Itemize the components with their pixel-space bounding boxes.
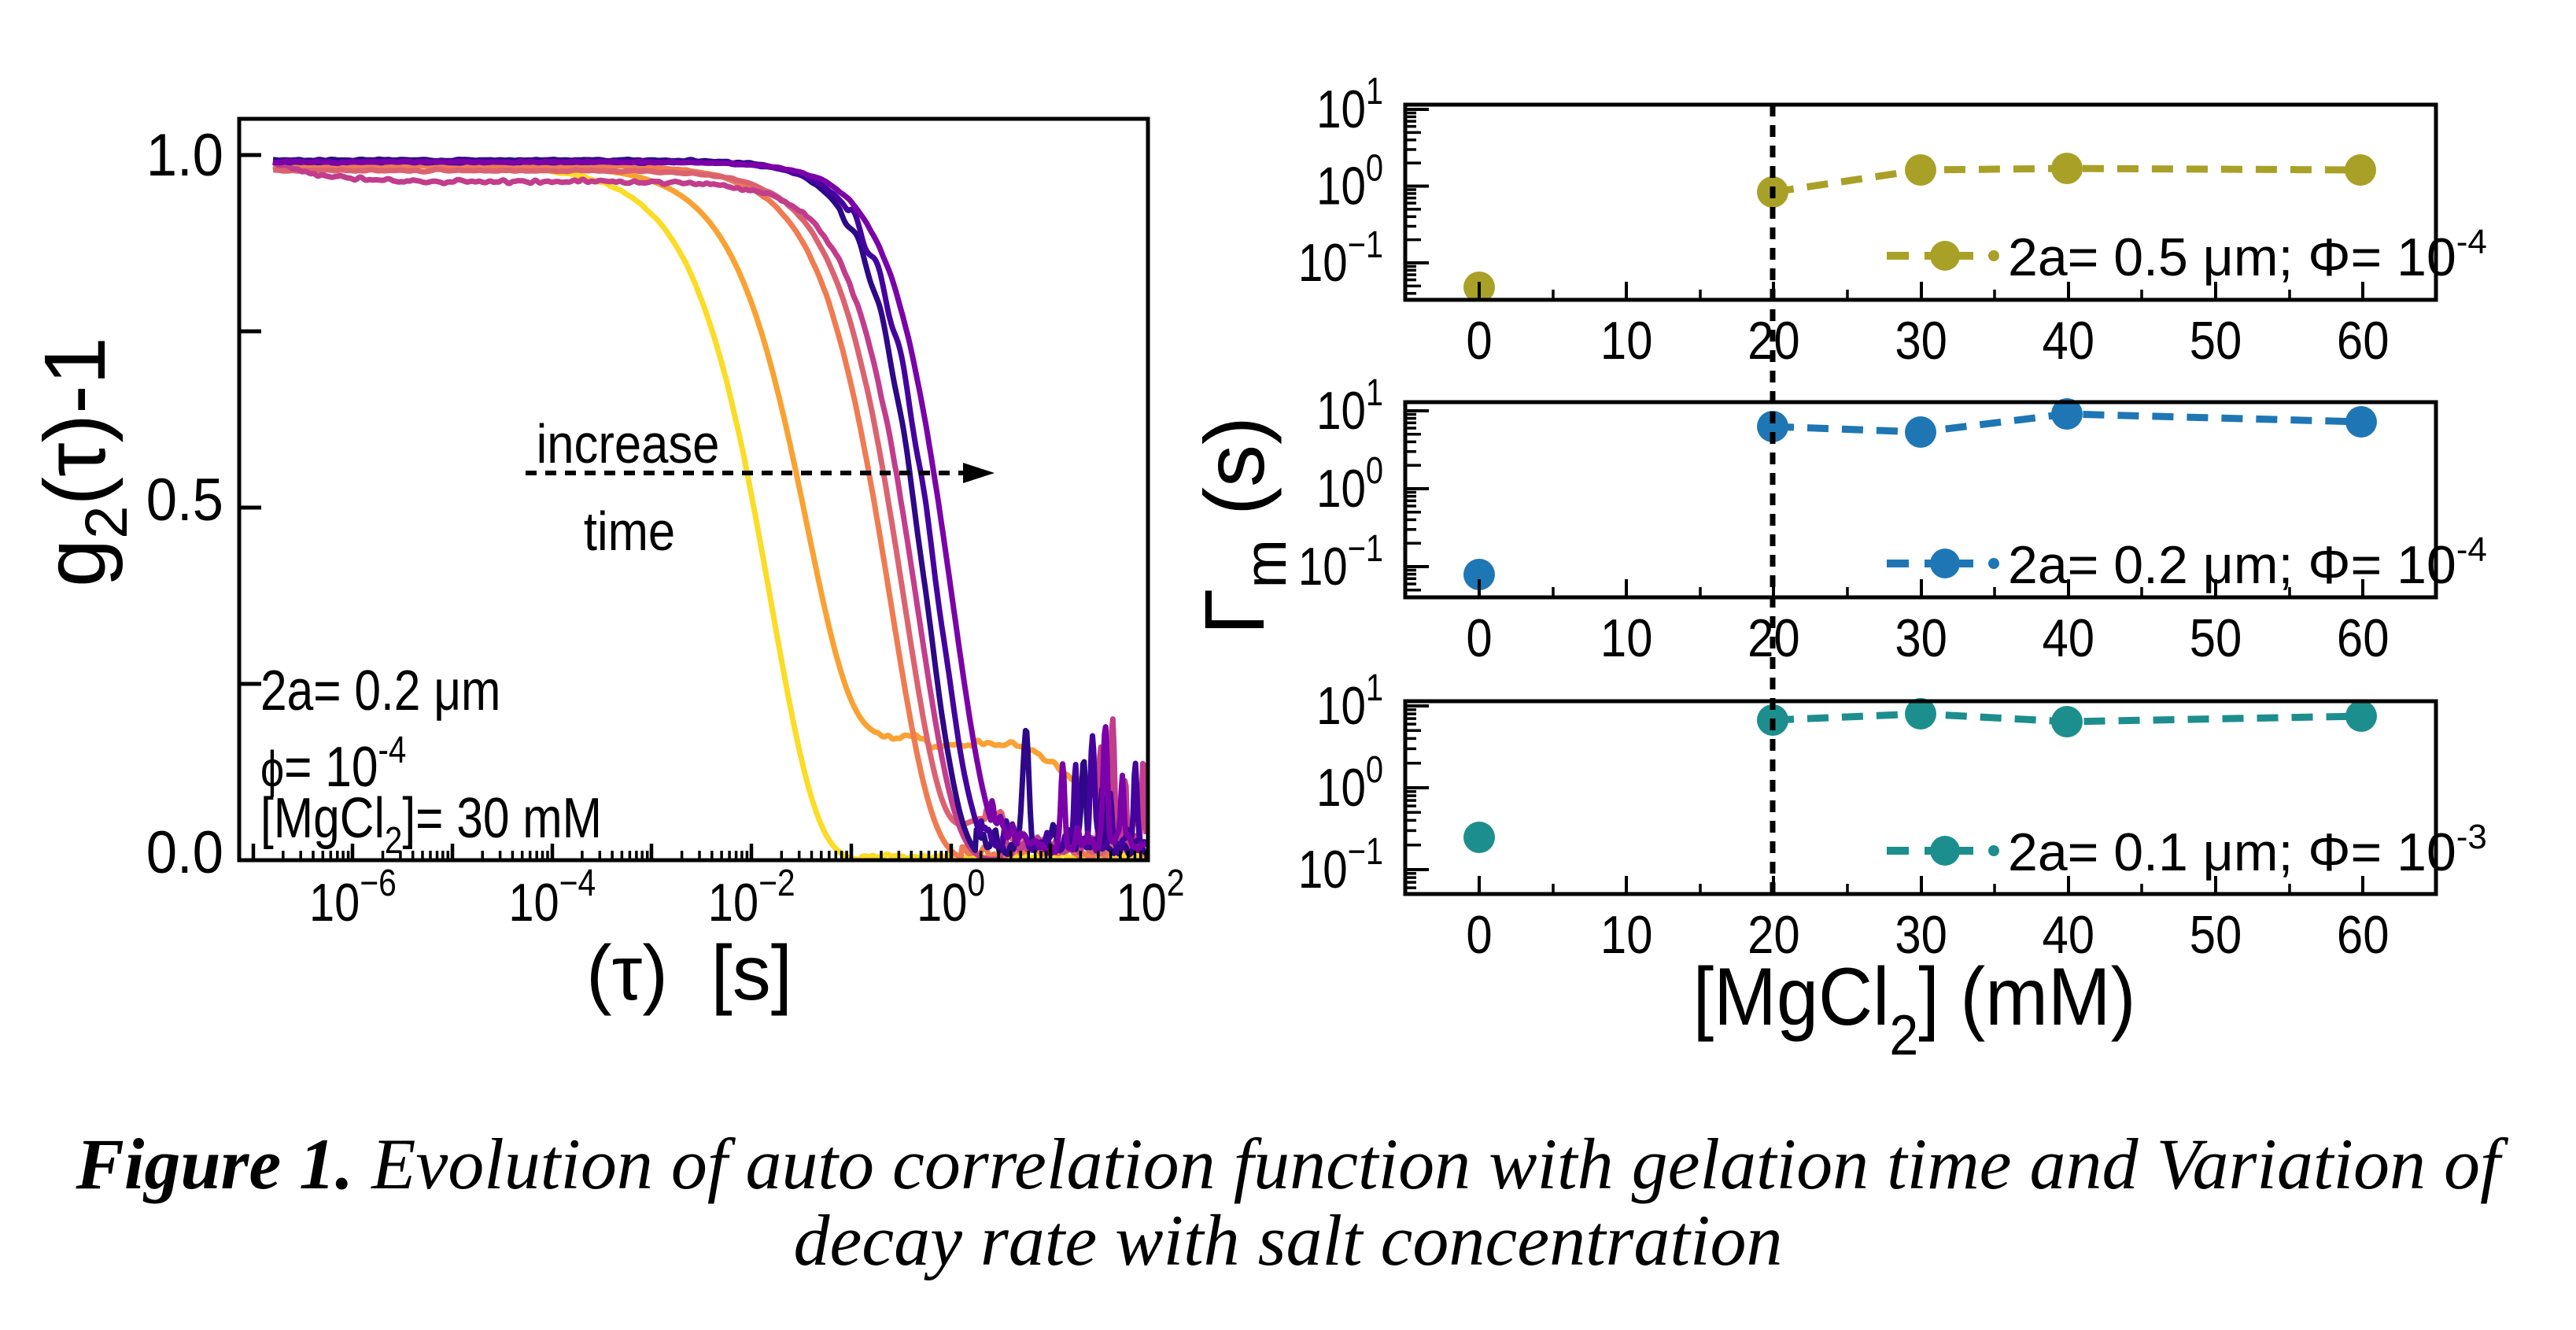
svg-text:60: 60	[2337, 608, 2390, 667]
svg-text:0: 0	[1466, 608, 1492, 667]
svg-text:50: 50	[2190, 310, 2242, 370]
svg-text:0.0: 0.0	[146, 819, 223, 886]
svg-text:60: 60	[2337, 310, 2390, 370]
svg-text:0: 0	[1466, 310, 1492, 370]
svg-text:20: 20	[1747, 310, 1800, 370]
svg-text:30: 30	[1895, 608, 1947, 667]
svg-text:10: 10	[1600, 310, 1653, 370]
svg-text:2a= 0.2 μm; Φ= 10-4: 2a= 0.2 μm; Φ= 10-4	[2008, 530, 2487, 595]
svg-text:50: 50	[2190, 608, 2242, 667]
svg-text:10: 10	[1600, 608, 1653, 667]
svg-text:0.5: 0.5	[146, 467, 223, 534]
svg-text:decay rate with salt concentra: decay rate with salt concentration	[793, 1200, 1782, 1280]
svg-text:60: 60	[2337, 904, 2390, 964]
svg-text:50: 50	[2190, 904, 2242, 964]
svg-text:g2(τ)-1: g2(τ)-1	[27, 337, 140, 587]
svg-text:increase: increase	[537, 412, 720, 475]
svg-text:2a= 0.1 μm; Φ= 10-3: 2a= 0.1 μm; Φ= 10-3	[2008, 818, 2487, 882]
svg-text:1.0: 1.0	[146, 122, 223, 189]
svg-text:30: 30	[1895, 310, 1947, 370]
svg-text:101: 101	[1316, 667, 1383, 737]
svg-text:20: 20	[1747, 608, 1800, 667]
svg-text:40: 40	[2043, 310, 2095, 370]
svg-text:Γm (s): Γm (s)	[1187, 416, 1298, 635]
svg-text:time: time	[584, 500, 675, 562]
svg-text:10: 10	[1600, 904, 1653, 964]
svg-text:30: 30	[1895, 904, 1947, 964]
svg-text:2a= 0.2 μm: 2a= 0.2 μm	[260, 659, 500, 722]
svg-text:40: 40	[2043, 904, 2095, 964]
svg-text:Figure 1. Evolution of auto co: Figure 1. Evolution of auto correlation …	[75, 1124, 2509, 1204]
svg-text:2a= 0.5 μm; Φ= 10-4: 2a= 0.5 μm; Φ= 10-4	[2008, 223, 2487, 287]
svg-text:40: 40	[2043, 608, 2095, 667]
svg-text:[MgCl2]= 30 mM: [MgCl2]= 30 mM	[260, 787, 602, 862]
svg-text:(τ) [s]: (τ) [s]	[586, 929, 792, 1016]
svg-text:20: 20	[1747, 904, 1800, 964]
svg-text:0: 0	[1466, 904, 1492, 964]
